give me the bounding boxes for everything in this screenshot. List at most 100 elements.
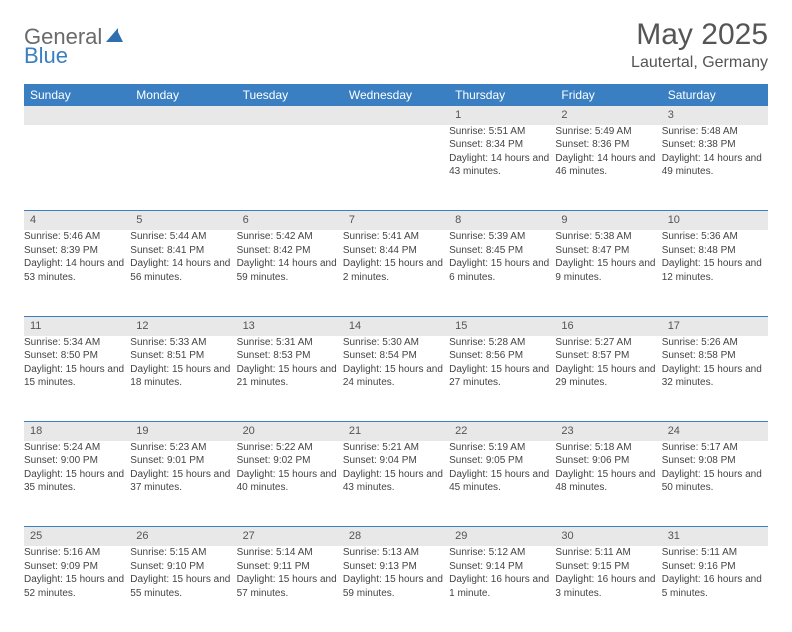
sunrise-line: Sunrise: 5:34 AM xyxy=(24,336,130,350)
day-content-cell: Sunrise: 5:18 AMSunset: 9:06 PMDaylight:… xyxy=(555,441,661,527)
month-title: May 2025 xyxy=(631,18,768,52)
daylight-line: Daylight: 14 hours and 56 minutes. xyxy=(130,257,236,284)
sunset-line: Sunset: 8:47 PM xyxy=(555,244,661,258)
day-content-cell: Sunrise: 5:11 AMSunset: 9:16 PMDaylight:… xyxy=(662,546,768,632)
daylight-line: Daylight: 14 hours and 43 minutes. xyxy=(449,152,555,179)
location-subtitle: Lautertal, Germany xyxy=(631,54,768,72)
sunset-line: Sunset: 9:16 PM xyxy=(662,560,768,574)
day-number-row: 18192021222324 xyxy=(24,422,768,441)
logo-text-blue: Blue xyxy=(24,43,68,69)
day-content-cell xyxy=(130,125,236,211)
day-content-row: Sunrise: 5:46 AMSunset: 8:39 PMDaylight:… xyxy=(24,230,768,316)
daylight-line: Daylight: 15 hours and 40 minutes. xyxy=(237,468,343,495)
daylight-line: Daylight: 15 hours and 59 minutes. xyxy=(343,573,449,600)
day-content-cell: Sunrise: 5:28 AMSunset: 8:56 PMDaylight:… xyxy=(449,336,555,422)
sunset-line: Sunset: 9:09 PM xyxy=(24,560,130,574)
day-content-cell: Sunrise: 5:13 AMSunset: 9:13 PMDaylight:… xyxy=(343,546,449,632)
day-number-cell: 29 xyxy=(449,527,555,546)
daylight-line: Daylight: 15 hours and 15 minutes. xyxy=(24,363,130,390)
day-content-row: Sunrise: 5:34 AMSunset: 8:50 PMDaylight:… xyxy=(24,336,768,422)
sunrise-line: Sunrise: 5:46 AM xyxy=(24,230,130,244)
sunset-line: Sunset: 8:48 PM xyxy=(662,244,768,258)
day-number-cell: 14 xyxy=(343,316,449,335)
day-number-cell: 24 xyxy=(662,422,768,441)
sunset-line: Sunset: 8:45 PM xyxy=(449,244,555,258)
sunrise-line: Sunrise: 5:41 AM xyxy=(343,230,449,244)
title-block: May 2025 Lautertal, Germany xyxy=(631,18,768,72)
day-content-cell: Sunrise: 5:33 AMSunset: 8:51 PMDaylight:… xyxy=(130,336,236,422)
sunset-line: Sunset: 9:04 PM xyxy=(343,454,449,468)
day-number-cell: 20 xyxy=(237,422,343,441)
sunrise-line: Sunrise: 5:15 AM xyxy=(130,546,236,560)
daylight-line: Daylight: 15 hours and 6 minutes. xyxy=(449,257,555,284)
day-number-cell: 31 xyxy=(662,527,768,546)
day-number-cell: 25 xyxy=(24,527,130,546)
weekday-header: Thursday xyxy=(449,84,555,106)
calendar-body: 123Sunrise: 5:51 AMSunset: 8:34 PMDaylig… xyxy=(24,106,768,632)
day-number-cell: 18 xyxy=(24,422,130,441)
day-number-cell: 27 xyxy=(237,527,343,546)
day-content-cell: Sunrise: 5:31 AMSunset: 8:53 PMDaylight:… xyxy=(237,336,343,422)
daylight-line: Daylight: 14 hours and 46 minutes. xyxy=(555,152,661,179)
sunset-line: Sunset: 9:15 PM xyxy=(555,560,661,574)
day-content-row: Sunrise: 5:24 AMSunset: 9:00 PMDaylight:… xyxy=(24,441,768,527)
sunrise-line: Sunrise: 5:27 AM xyxy=(555,336,661,350)
sunrise-line: Sunrise: 5:18 AM xyxy=(555,441,661,455)
daylight-line: Daylight: 15 hours and 18 minutes. xyxy=(130,363,236,390)
day-number-row: 123 xyxy=(24,106,768,125)
sunrise-line: Sunrise: 5:28 AM xyxy=(449,336,555,350)
sunrise-line: Sunrise: 5:19 AM xyxy=(449,441,555,455)
sunrise-line: Sunrise: 5:11 AM xyxy=(662,546,768,560)
day-number-cell: 21 xyxy=(343,422,449,441)
day-number-row: 25262728293031 xyxy=(24,527,768,546)
sunset-line: Sunset: 9:00 PM xyxy=(24,454,130,468)
day-content-cell: Sunrise: 5:12 AMSunset: 9:14 PMDaylight:… xyxy=(449,546,555,632)
day-number-cell: 3 xyxy=(662,106,768,125)
day-number-cell: 7 xyxy=(343,211,449,230)
day-content-cell: Sunrise: 5:38 AMSunset: 8:47 PMDaylight:… xyxy=(555,230,661,316)
day-number-cell: 8 xyxy=(449,211,555,230)
day-content-cell: Sunrise: 5:21 AMSunset: 9:04 PMDaylight:… xyxy=(343,441,449,527)
day-number-cell: 9 xyxy=(555,211,661,230)
sunset-line: Sunset: 8:57 PM xyxy=(555,349,661,363)
sunset-line: Sunset: 9:02 PM xyxy=(237,454,343,468)
day-number-cell: 28 xyxy=(343,527,449,546)
day-number-cell: 15 xyxy=(449,316,555,335)
day-content-cell: Sunrise: 5:17 AMSunset: 9:08 PMDaylight:… xyxy=(662,441,768,527)
weekday-header: Sunday xyxy=(24,84,130,106)
weekday-header: Monday xyxy=(130,84,236,106)
daylight-line: Daylight: 14 hours and 59 minutes. xyxy=(237,257,343,284)
sunset-line: Sunset: 9:13 PM xyxy=(343,560,449,574)
day-content-cell: Sunrise: 5:14 AMSunset: 9:11 PMDaylight:… xyxy=(237,546,343,632)
daylight-line: Daylight: 15 hours and 48 minutes. xyxy=(555,468,661,495)
sunset-line: Sunset: 8:38 PM xyxy=(662,138,768,152)
day-content-cell: Sunrise: 5:26 AMSunset: 8:58 PMDaylight:… xyxy=(662,336,768,422)
weekday-header: Wednesday xyxy=(343,84,449,106)
day-content-cell: Sunrise: 5:23 AMSunset: 9:01 PMDaylight:… xyxy=(130,441,236,527)
day-content-cell: Sunrise: 5:24 AMSunset: 9:00 PMDaylight:… xyxy=(24,441,130,527)
daylight-line: Daylight: 15 hours and 29 minutes. xyxy=(555,363,661,390)
day-number-cell: 26 xyxy=(130,527,236,546)
day-number-cell: 2 xyxy=(555,106,661,125)
day-content-row: Sunrise: 5:51 AMSunset: 8:34 PMDaylight:… xyxy=(24,125,768,211)
sunrise-line: Sunrise: 5:14 AM xyxy=(237,546,343,560)
sunset-line: Sunset: 8:58 PM xyxy=(662,349,768,363)
sunrise-line: Sunrise: 5:21 AM xyxy=(343,441,449,455)
day-content-row: Sunrise: 5:16 AMSunset: 9:09 PMDaylight:… xyxy=(24,546,768,632)
sunset-line: Sunset: 9:06 PM xyxy=(555,454,661,468)
day-content-cell: Sunrise: 5:22 AMSunset: 9:02 PMDaylight:… xyxy=(237,441,343,527)
day-number-row: 11121314151617 xyxy=(24,316,768,335)
day-number-cell: 6 xyxy=(237,211,343,230)
daylight-line: Daylight: 15 hours and 24 minutes. xyxy=(343,363,449,390)
day-number-cell: 4 xyxy=(24,211,130,230)
sunset-line: Sunset: 8:34 PM xyxy=(449,138,555,152)
sunset-line: Sunset: 8:42 PM xyxy=(237,244,343,258)
daylight-line: Daylight: 16 hours and 5 minutes. xyxy=(662,573,768,600)
sunset-line: Sunset: 9:08 PM xyxy=(662,454,768,468)
day-content-cell: Sunrise: 5:34 AMSunset: 8:50 PMDaylight:… xyxy=(24,336,130,422)
day-number-cell: 19 xyxy=(130,422,236,441)
daylight-line: Daylight: 15 hours and 43 minutes. xyxy=(343,468,449,495)
day-content-cell: Sunrise: 5:36 AMSunset: 8:48 PMDaylight:… xyxy=(662,230,768,316)
sunset-line: Sunset: 8:56 PM xyxy=(449,349,555,363)
sunrise-line: Sunrise: 5:49 AM xyxy=(555,125,661,139)
